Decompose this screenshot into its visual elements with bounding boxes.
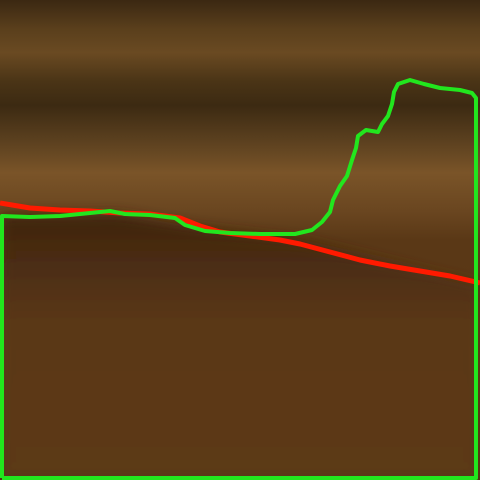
green-outline <box>0 78 478 480</box>
dark-ground <box>0 214 480 480</box>
